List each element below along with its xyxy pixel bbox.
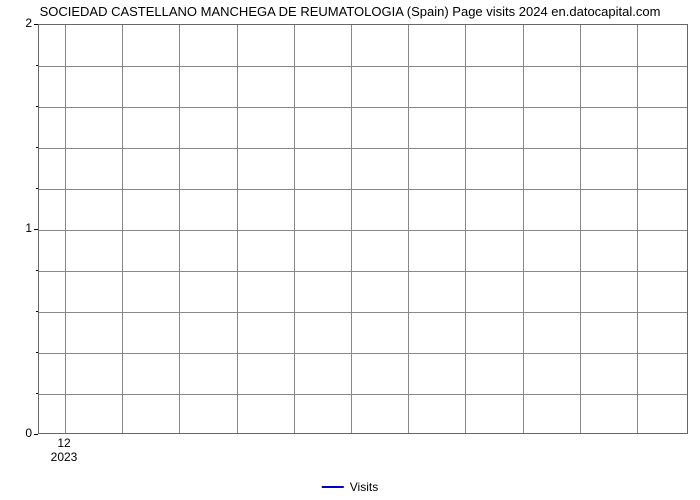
- y-minor-tick-mark: [36, 270, 38, 271]
- chart-wrapper: SOCIEDAD CASTELLANO MANCHEGA DE REUMATOL…: [0, 0, 700, 500]
- gridline-vertical: [465, 25, 466, 433]
- y-minor-tick-mark: [36, 147, 38, 148]
- y-minor-tick-mark: [36, 65, 38, 66]
- gridline-horizontal: [39, 271, 687, 272]
- y-tick-mark: [34, 24, 38, 25]
- gridline-vertical: [65, 25, 66, 433]
- y-tick-label: 1: [0, 221, 32, 235]
- gridline-vertical: [294, 25, 295, 433]
- x-tick-label-month: 12: [57, 436, 70, 450]
- y-minor-tick-mark: [36, 393, 38, 394]
- x-tick-label-year: 2023: [51, 450, 78, 464]
- y-tick-mark: [34, 229, 38, 230]
- y-minor-tick-mark: [36, 352, 38, 353]
- chart-title: SOCIEDAD CASTELLANO MANCHEGA DE REUMATOL…: [0, 4, 700, 19]
- gridline-vertical: [523, 25, 524, 433]
- y-tick-label: 0: [0, 426, 32, 440]
- gridline-horizontal: [39, 107, 687, 108]
- gridline-vertical: [179, 25, 180, 433]
- legend-swatch-visits: [322, 486, 344, 488]
- gridline-horizontal: [39, 394, 687, 395]
- gridline-vertical: [580, 25, 581, 433]
- gridline-horizontal: [39, 230, 687, 231]
- gridline-horizontal: [39, 148, 687, 149]
- gridline-horizontal: [39, 353, 687, 354]
- legend: Visits: [322, 480, 378, 494]
- gridline-vertical: [637, 25, 638, 433]
- legend-label-visits: Visits: [350, 480, 378, 494]
- gridline-vertical: [351, 25, 352, 433]
- y-minor-tick-mark: [36, 188, 38, 189]
- plot-area: [38, 24, 688, 434]
- y-tick-label: 2: [0, 16, 32, 30]
- gridline-vertical: [122, 25, 123, 433]
- y-minor-tick-mark: [36, 106, 38, 107]
- y-tick-mark: [34, 434, 38, 435]
- gridline-horizontal: [39, 189, 687, 190]
- gridline-horizontal: [39, 66, 687, 67]
- gridline-horizontal: [39, 312, 687, 313]
- gridline-vertical: [237, 25, 238, 433]
- y-minor-tick-mark: [36, 311, 38, 312]
- gridline-vertical: [408, 25, 409, 433]
